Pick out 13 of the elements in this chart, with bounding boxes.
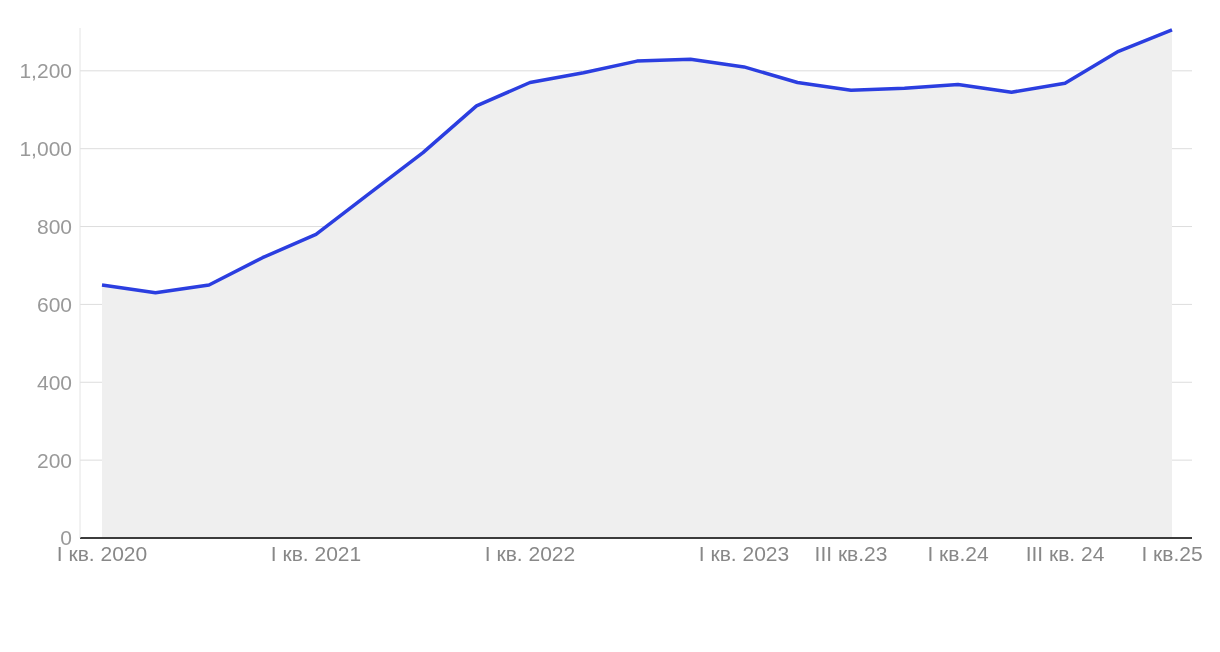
x-tick-label: III кв.23 <box>814 541 888 565</box>
y-tick-label: 400 <box>36 370 72 394</box>
x-tick-label: III кв. 24 <box>1025 541 1105 565</box>
x-tick-label: I кв. 2022 <box>484 541 576 565</box>
x-tick-label: I кв.24 <box>927 541 989 565</box>
y-tick-label: 1,200 <box>19 59 72 83</box>
y-tick-label: 600 <box>36 292 72 316</box>
x-tick-label: I кв.25 <box>1141 541 1203 565</box>
x-tick-label: I кв. 2021 <box>270 541 362 565</box>
y-tick-label: 1,000 <box>19 137 72 161</box>
y-tick-label: 800 <box>36 215 72 238</box>
y-tick-label: 200 <box>36 448 72 472</box>
x-tick-label: I кв. 2023 <box>698 541 790 565</box>
